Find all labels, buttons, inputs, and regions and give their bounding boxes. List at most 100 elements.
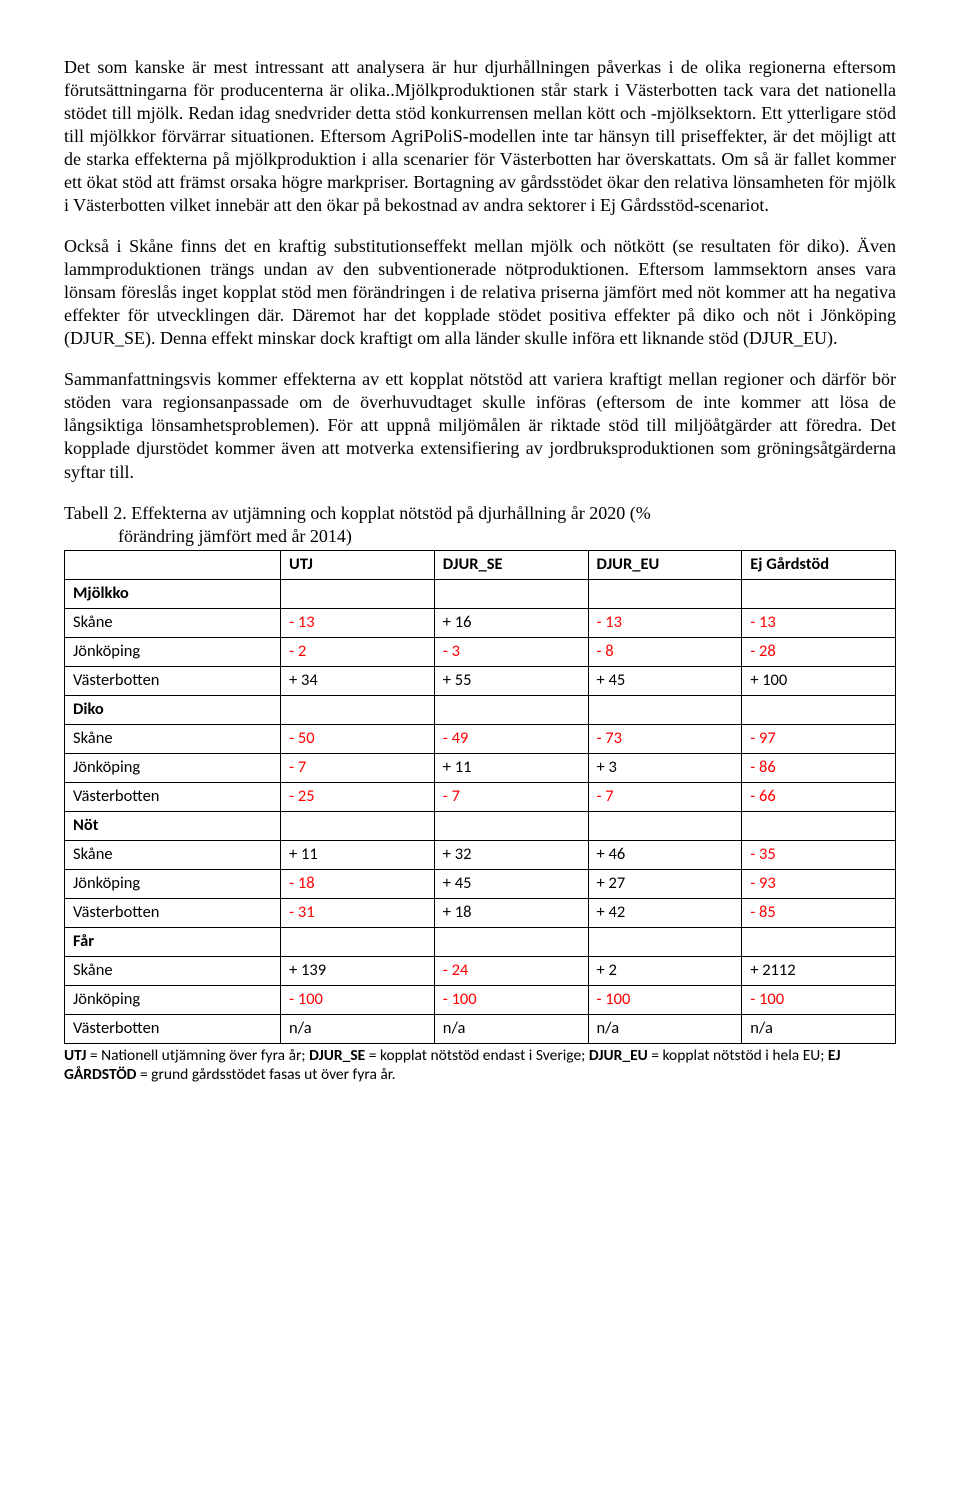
table-col-header: DJUR_SE [434, 550, 588, 579]
table-region-cell: Västerbotten [65, 666, 281, 695]
table-section-label: Mjölkko [65, 579, 281, 608]
footnote-part: = kopplat nötstöd endast i Sverige; [365, 1046, 589, 1065]
table-section-row: Nöt [65, 811, 896, 840]
table-cell-empty [434, 927, 588, 956]
footnote-part: = grund gårdsstödet fasas ut över fyra å… [136, 1065, 395, 1084]
table-value-cell: n/a [588, 1014, 742, 1043]
table-value-cell: + 16 [434, 608, 588, 637]
table-value-cell: + 139 [281, 956, 435, 985]
table-value-cell: + 32 [434, 840, 588, 869]
table-value-cell: + 45 [434, 869, 588, 898]
table-value-cell: - 50 [281, 724, 435, 753]
table-value-cell: - 97 [742, 724, 896, 753]
table-value-cell: n/a [742, 1014, 896, 1043]
table-row: Västerbotten- 31+ 18+ 42- 85 [65, 898, 896, 927]
effects-table: UTJDJUR_SEDJUR_EUEj Gårdstöd MjölkkoSkån… [64, 550, 896, 1044]
table-cell-empty [742, 579, 896, 608]
table-row: Skåne- 13+ 16- 13- 13 [65, 608, 896, 637]
table-region-cell: Västerbotten [65, 898, 281, 927]
table-value-cell: - 7 [281, 753, 435, 782]
table-row: Skåne- 50- 49- 73- 97 [65, 724, 896, 753]
table-value-cell: + 46 [588, 840, 742, 869]
table-value-cell: - 25 [281, 782, 435, 811]
table-value-cell: - 24 [434, 956, 588, 985]
table-region-cell: Skåne [65, 840, 281, 869]
table-cell-empty [434, 695, 588, 724]
table-region-cell: Jönköping [65, 753, 281, 782]
table-cell-empty [434, 811, 588, 840]
table-cell-empty [742, 811, 896, 840]
table-value-cell: - 7 [588, 782, 742, 811]
table-value-cell: - 28 [742, 637, 896, 666]
table-value-cell: + 100 [742, 666, 896, 695]
table-value-cell: + 18 [434, 898, 588, 927]
table-region-cell: Jönköping [65, 985, 281, 1014]
table-region-cell: Skåne [65, 724, 281, 753]
table-caption-line2: förändring jämfört med år 2014) [64, 525, 896, 548]
body-paragraph-1: Det som kanske är mest intressant att an… [64, 56, 896, 217]
table-value-cell: + 45 [588, 666, 742, 695]
body-paragraph-3: Sammanfattningsvis kommer effekterna av … [64, 368, 896, 483]
table-footnote: UTJ = Nationell utjämning över fyra år; … [64, 1046, 896, 1085]
table-value-cell: - 7 [434, 782, 588, 811]
table-cell-empty [281, 695, 435, 724]
table-section-row: Mjölkko [65, 579, 896, 608]
table-row: Västerbottenn/an/an/an/a [65, 1014, 896, 1043]
table-cell-empty [742, 927, 896, 956]
table-header-row: UTJDJUR_SEDJUR_EUEj Gårdstöd [65, 550, 896, 579]
table-cell-empty [742, 695, 896, 724]
table-cell-empty [588, 695, 742, 724]
table-row: Jönköping- 2- 3- 8- 28 [65, 637, 896, 666]
table-value-cell: - 2 [281, 637, 435, 666]
table-value-cell: + 11 [281, 840, 435, 869]
table-value-cell: - 100 [742, 985, 896, 1014]
table-region-cell: Jönköping [65, 869, 281, 898]
table-row: Jönköping- 7+ 11+ 3- 86 [65, 753, 896, 782]
table-section-label: Nöt [65, 811, 281, 840]
table-value-cell: - 73 [588, 724, 742, 753]
table-value-cell: - 31 [281, 898, 435, 927]
table-section-label: Diko [65, 695, 281, 724]
table-value-cell: - 49 [434, 724, 588, 753]
table-col-header: UTJ [281, 550, 435, 579]
table-cell-empty [281, 579, 435, 608]
table-value-cell: + 2112 [742, 956, 896, 985]
table-value-cell: + 34 [281, 666, 435, 695]
table-value-cell: - 100 [588, 985, 742, 1014]
table-value-cell: + 27 [588, 869, 742, 898]
table-cell-empty [281, 927, 435, 956]
table-value-cell: - 13 [588, 608, 742, 637]
table-value-cell: - 35 [742, 840, 896, 869]
table-section-label: Får [65, 927, 281, 956]
table-row: Jönköping- 100- 100- 100- 100 [65, 985, 896, 1014]
footnote-part: UTJ [64, 1046, 86, 1065]
table-region-cell: Skåne [65, 608, 281, 637]
table-value-cell: + 3 [588, 753, 742, 782]
table-value-cell: + 42 [588, 898, 742, 927]
table-cell-empty [281, 811, 435, 840]
body-paragraph-2: Också i Skåne finns det en kraftig subst… [64, 235, 896, 350]
table-value-cell: - 8 [588, 637, 742, 666]
table-region-cell: Jönköping [65, 637, 281, 666]
table-value-cell: - 86 [742, 753, 896, 782]
table-value-cell: + 2 [588, 956, 742, 985]
table-cell-empty [588, 811, 742, 840]
table-caption-line1: Tabell 2. Effekterna av utjämning och ko… [64, 503, 651, 523]
table-value-cell: n/a [281, 1014, 435, 1043]
table-row: Skåne+ 11+ 32+ 46- 35 [65, 840, 896, 869]
table-value-cell: - 3 [434, 637, 588, 666]
table-row: Västerbotten- 25- 7- 7- 66 [65, 782, 896, 811]
table-cell-empty [588, 579, 742, 608]
table-value-cell: - 100 [281, 985, 435, 1014]
table-value-cell: - 13 [742, 608, 896, 637]
footnote-part: = Nationell utjämning över fyra år; [86, 1046, 309, 1065]
table-region-cell: Västerbotten [65, 1014, 281, 1043]
table-row: Skåne+ 139- 24+ 2+ 2112 [65, 956, 896, 985]
table-value-cell: + 11 [434, 753, 588, 782]
table-cell-empty [434, 579, 588, 608]
table-section-row: Får [65, 927, 896, 956]
table-section-row: Diko [65, 695, 896, 724]
table-value-cell: + 55 [434, 666, 588, 695]
table-value-cell: - 66 [742, 782, 896, 811]
table-caption: Tabell 2. Effekterna av utjämning och ko… [64, 502, 896, 548]
